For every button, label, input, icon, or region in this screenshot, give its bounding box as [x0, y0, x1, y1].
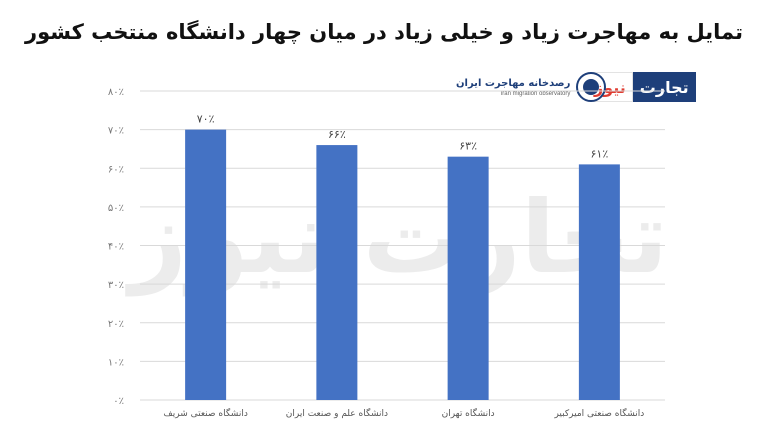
y-tick-label: ۶۰٪: [108, 164, 124, 175]
category-label: دانشگاه علم و صنعت ایران: [286, 407, 388, 419]
observatory-name-fa: رصدخانه مهاجرت ایران: [456, 77, 571, 89]
y-tick-label: ۰٪: [113, 396, 124, 407]
x-axis-categories: دانشگاه صنعتی شریف دانشگاه علم و صنعت ایر…: [163, 407, 644, 419]
data-label: ۶۱٪: [591, 147, 609, 160]
data-label: ۷۰٪: [197, 113, 215, 126]
y-tick-label: ۱۰٪: [108, 357, 124, 368]
data-label: ۶۶٪: [328, 128, 346, 141]
y-tick-label: ۴۰٪: [108, 242, 124, 253]
data-label: ۶۳٪: [459, 140, 477, 153]
category-label: دانشگاه تهران: [442, 407, 495, 419]
bar: [185, 129, 227, 400]
grid-lines: [140, 90, 665, 401]
bar: [316, 145, 358, 400]
bars: [185, 129, 620, 400]
chart-title: تمایل به مهاجرت زیاد و خیلی زیاد در میان…: [24, 20, 744, 44]
logo-part-a: تجارت: [632, 72, 696, 102]
y-tick-label: ۸۰٪: [108, 87, 124, 98]
observatory-text: رصدخانه مهاجرت ایران Iran migration obse…: [456, 78, 570, 97]
y-tick-label: ۷۰٪: [108, 126, 124, 137]
category-label: دانشگاه صنعتی شریف: [163, 407, 247, 419]
bar: [578, 164, 620, 400]
data-labels: ۷۰٪ ۶۶٪ ۶۳٪ ۶۱٪: [197, 113, 609, 161]
y-axis-ticks: ۰٪ ۱۰٪ ۲۰٪ ۳۰٪ ۴۰٪ ۵۰٪ ۶۰٪ ۷۰٪ ۸۰٪: [108, 87, 124, 407]
y-tick-label: ۵۰٪: [108, 203, 124, 214]
y-tick-label: ۲۰٪: [108, 319, 124, 330]
bar: [447, 156, 489, 400]
y-tick-label: ۳۰٪: [108, 280, 124, 291]
category-label: دانشگاه صنعتی امیرکبیر: [553, 407, 644, 419]
observatory-name-en: Iran migration observatory: [500, 90, 571, 97]
